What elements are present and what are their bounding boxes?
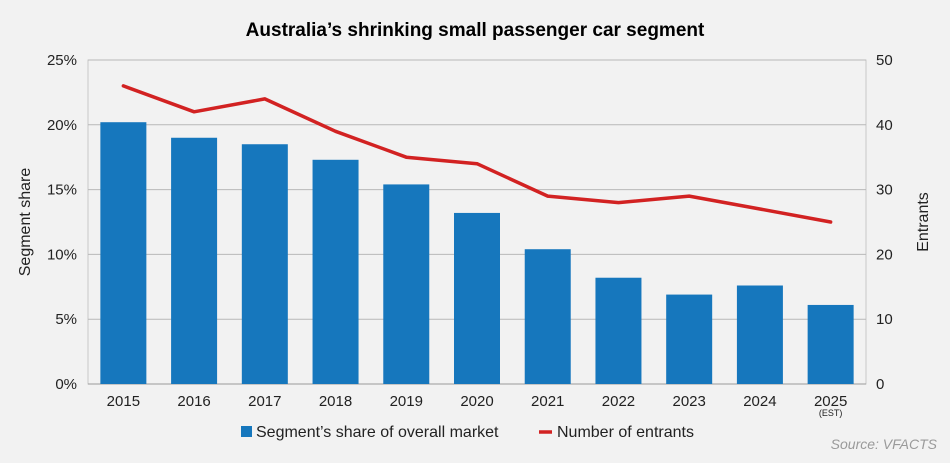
chart-title: Australia’s shrinking small passenger ca… [246, 20, 705, 41]
bar [454, 212, 500, 384]
entrants-point [334, 129, 338, 133]
x-axis-tick-note: (EST) [819, 408, 843, 418]
x-axis-tick-label: 2025 [814, 393, 847, 410]
entrants-point [758, 207, 762, 211]
entrants-point [475, 162, 479, 166]
right-axis-tick-label: 20 [876, 246, 893, 263]
left-axis-title: Segment share [17, 168, 34, 277]
entrants-point [263, 97, 267, 101]
bar [666, 294, 713, 384]
left-axis-tick-label: 15% [47, 182, 77, 199]
bar [312, 159, 359, 384]
legend: Segment’s share of overall market Number… [241, 424, 694, 441]
x-axis-tick-label: 2024 [743, 393, 776, 410]
entrants-point [829, 220, 833, 224]
x-axis-tick-label: 2017 [248, 393, 281, 410]
right-axis-title: Entrants [915, 192, 932, 252]
legend-label-entrants: Number of entrants [557, 424, 694, 441]
x-axis-tick-label: 2022 [602, 393, 635, 410]
x-axis-tick-label: 2016 [177, 393, 210, 410]
left-axis-tick-label: 0% [55, 376, 77, 393]
bar [241, 144, 288, 384]
entrants-point [192, 110, 196, 114]
x-axis-tick-label: 2019 [390, 393, 423, 410]
left-axis-tick-label: 25% [47, 52, 77, 69]
right-axis-tick-label: 0 [876, 376, 884, 393]
bar-layer [100, 122, 854, 384]
bar [524, 249, 571, 384]
left-axis-tick-label: 20% [47, 117, 77, 134]
legend-swatch-share [241, 426, 252, 437]
right-axis-tick-label: 10 [876, 311, 893, 328]
legend-label-share: Segment’s share of overall market [256, 424, 499, 441]
bar [595, 277, 642, 384]
entrants-point [546, 194, 550, 198]
entrants-point [121, 84, 125, 88]
bar [383, 184, 430, 384]
right-axis-tick-label: 50 [876, 52, 893, 69]
bar [736, 285, 783, 384]
entrants-point [687, 194, 691, 198]
left-axis-tick-label: 5% [55, 311, 77, 328]
bar [171, 137, 218, 384]
right-axis-tick-label: 30 [876, 182, 893, 199]
line-layer [121, 84, 833, 224]
bar [100, 122, 147, 384]
x-axis-tick-label: 2023 [672, 393, 705, 410]
entrants-point [404, 155, 408, 159]
x-axis-tick-label: 2015 [107, 393, 140, 410]
bar [807, 304, 854, 384]
entrants-line [121, 84, 833, 224]
x-axis-tick-label: 2020 [460, 393, 493, 410]
entrants-point [616, 201, 620, 205]
axis-layer: 0% 5% 10% 15% 20% 25% 0 10 20 30 40 50 2015 2016 2017 2… [47, 52, 893, 418]
x-axis-tick-label: 2021 [531, 393, 564, 410]
source-note: Source: VFACTS [831, 436, 938, 452]
x-axis-tick-label: 2018 [319, 393, 352, 410]
right-axis-tick-label: 40 [876, 117, 893, 134]
left-axis-tick-label: 10% [47, 246, 77, 263]
